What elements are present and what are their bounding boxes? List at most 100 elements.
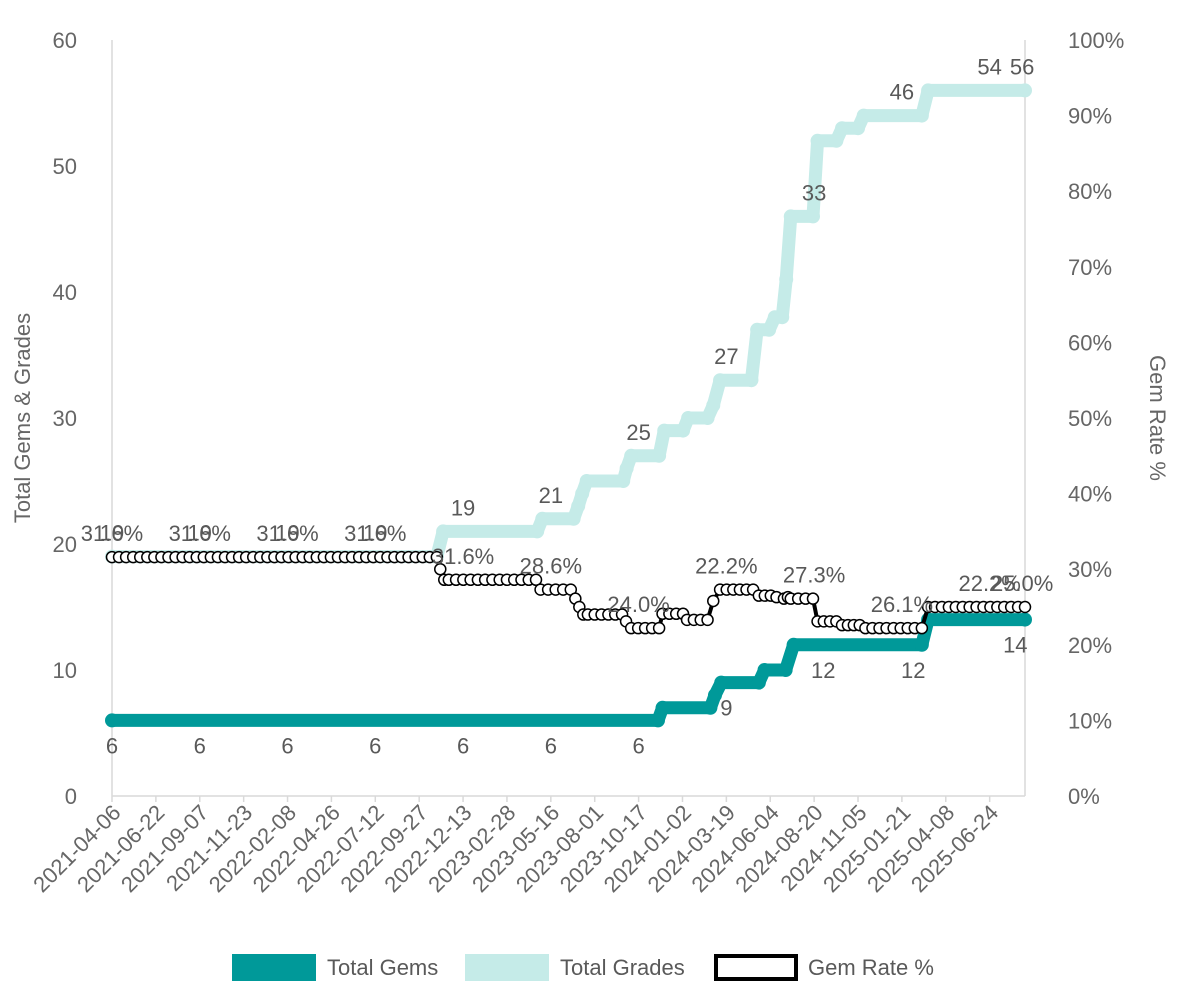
total-grades-point — [779, 272, 794, 287]
total-gems-data-label: 6 — [457, 733, 469, 758]
total-grades-point — [744, 373, 759, 388]
gem-rate-point — [915, 621, 929, 635]
right-tick-label: 50% — [1068, 406, 1112, 431]
total-gems-data-label: 12 — [901, 658, 925, 683]
gem-rate-data-label: 28.6% — [520, 554, 582, 579]
total-gems-point — [105, 713, 119, 728]
right-axis-ticks: 0% 10% 20% 30% 40% 50% 60% 70% 80% 90% 100% — [1068, 28, 1124, 809]
right-tick-label: 60% — [1068, 330, 1112, 355]
total-grades-line — [105, 83, 1032, 564]
total-gems-point — [714, 675, 729, 690]
gem-rate-data-label: 31.6% — [344, 521, 406, 546]
total-grades-point — [810, 133, 825, 148]
right-tick-label: 10% — [1068, 708, 1112, 733]
total-grades-point — [619, 461, 634, 476]
total-grades-point — [856, 108, 871, 123]
total-gems-data-label: 6 — [369, 733, 381, 758]
total-grades-point — [652, 448, 667, 463]
right-tick-label: 70% — [1068, 255, 1112, 280]
total-gems-point — [786, 637, 801, 652]
total-gems-point — [703, 700, 718, 715]
total-grades-point — [657, 423, 672, 438]
total-grades-data-label: 25 — [626, 420, 650, 445]
total-grades-point — [579, 474, 594, 488]
total-grades-point — [829, 133, 844, 148]
left-tick-label: 0 — [65, 784, 77, 809]
total-gems-point — [1018, 612, 1032, 627]
left-axis-ticks: 0 10 20 30 40 50 60 — [53, 28, 77, 809]
gem-rate-point — [652, 621, 666, 635]
total-grades-data-label: 46 — [890, 80, 914, 105]
total-gems-point — [778, 663, 793, 677]
right-axis-title: Gem Rate % — [1145, 355, 1170, 481]
total-gems-point — [650, 713, 665, 728]
total-gems-data-label: 6 — [281, 733, 293, 758]
total-grades-data-label: 19 — [275, 521, 299, 546]
total-grades-point — [530, 524, 545, 539]
total-grades-point — [616, 474, 631, 488]
total-grades-point — [762, 322, 777, 337]
total-grades-point — [851, 121, 866, 136]
total-grades-data-label: 21 — [539, 483, 563, 508]
total-grades-point — [914, 108, 929, 123]
total-gems-point — [707, 688, 722, 703]
gem-rate-data-label: 31.6% — [256, 521, 318, 546]
legend-label-gem-rate: Gem Rate % — [808, 955, 934, 980]
total-grades-data-label: 56 — [1010, 54, 1034, 79]
total-grades-point — [624, 448, 639, 463]
right-tick-label: 0% — [1068, 784, 1100, 809]
left-tick-label: 50 — [53, 154, 77, 179]
gem-rate-point — [701, 613, 714, 627]
total-grades-point — [805, 209, 820, 224]
gem-rate-point — [430, 550, 444, 564]
gem-rate-data-label: 24.0% — [607, 592, 669, 617]
total-gems-line — [105, 613, 1032, 727]
series-layer — [105, 83, 1032, 728]
legend-label-total-gems: Total Gems — [327, 955, 438, 980]
legend-swatch-total-gems — [232, 954, 316, 981]
right-tick-label: 20% — [1068, 633, 1112, 658]
total-grades-point — [676, 423, 691, 438]
total-grades-data-label: 19 — [451, 495, 475, 520]
total-grades-data-label: 27 — [714, 344, 738, 369]
total-gems-data-label: 9 — [720, 696, 732, 721]
legend-swatch-total-grades — [465, 954, 549, 981]
right-tick-label: 90% — [1068, 104, 1112, 129]
total-gems-point — [655, 700, 670, 715]
total-grades-point — [775, 310, 790, 325]
left-tick-label: 60 — [53, 28, 77, 53]
total-grades-point — [535, 511, 550, 526]
right-tick-label: 100% — [1068, 28, 1124, 53]
left-tick-label: 20 — [53, 532, 77, 557]
total-grades-point — [835, 121, 850, 136]
total-grades-point — [706, 398, 721, 413]
total-grades-point — [566, 511, 581, 526]
total-grades-data-label: 54 — [977, 54, 1001, 79]
total-grades-data-label: 19 — [188, 521, 212, 546]
left-tick-label: 10 — [53, 658, 77, 683]
gem-rate-point — [529, 573, 543, 587]
gem-rate-point — [707, 594, 720, 608]
gem-rate-data-label: 31.6% — [169, 521, 231, 546]
total-gems-point — [757, 663, 772, 677]
total-grades-point — [921, 83, 936, 98]
gem-rate-data-label: 22.2% — [958, 571, 1020, 596]
total-gems-data-label: 6 — [194, 733, 206, 758]
right-tick-label: 40% — [1068, 482, 1112, 507]
total-grades-data-label: 33 — [802, 180, 826, 205]
total-grades-point — [783, 209, 798, 224]
total-grades-point — [1018, 83, 1032, 98]
axis-lines — [111, 40, 1026, 797]
gem-rate-data-label: 22.2% — [695, 554, 757, 579]
total-grades-point — [436, 524, 451, 539]
total-grades-point — [681, 411, 696, 425]
total-grades-point — [700, 411, 715, 425]
gem-rate-point — [1018, 600, 1032, 614]
total-grades-point — [575, 486, 590, 501]
total-grades-data-label: 19 — [100, 521, 124, 546]
data-labels: 19 19 19 19 19 21 25 27 33 46 54 56 31.6% 31.6% 31.6% 3… — [81, 54, 1054, 758]
total-gems-data-label: 6 — [632, 733, 644, 758]
left-tick-label: 30 — [53, 406, 77, 431]
total-gems-point — [914, 637, 929, 652]
left-tick-label: 40 — [53, 280, 77, 305]
